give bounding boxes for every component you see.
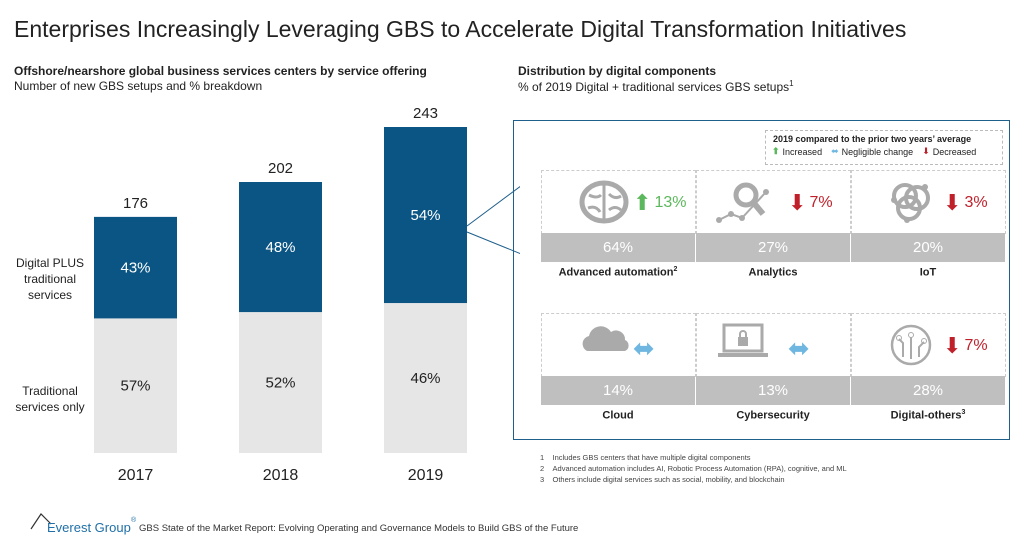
right-subtitle: Distribution by digital components	[518, 64, 716, 78]
legend-increased: Increased	[782, 146, 823, 157]
component-change: ⬇ 7%	[943, 333, 988, 359]
connector-line	[466, 185, 520, 227]
cloud-icon	[579, 323, 633, 358]
double-arrow-icon: ⬌	[831, 146, 839, 156]
legend-negligible: Negligible change	[841, 146, 914, 157]
component-name: Analytics	[748, 266, 798, 279]
component-name: Advanced automation	[558, 266, 674, 279]
legend: 2019 compared to the prior two years’ av…	[765, 130, 1003, 165]
component-name: Cloud	[602, 409, 634, 422]
component-label: Cloud	[541, 409, 695, 422]
left-subtitle: Offshore/nearshore global business servi…	[14, 64, 427, 78]
component-share: 27%	[696, 233, 850, 262]
bar-total-label: 202	[268, 160, 293, 177]
footnote-text: Others include digital services such as …	[552, 475, 785, 484]
footnote-ref: 2	[673, 266, 678, 273]
bar-label-traditional: 52%	[265, 375, 295, 392]
arrow-down-icon: ⬇	[943, 190, 962, 215]
network-icon	[889, 180, 933, 229]
bar-label-digital: 43%	[120, 260, 150, 277]
component-share: 13%	[696, 376, 850, 405]
footnote-1: 1 Includes GBS centers that have multipl…	[540, 453, 751, 462]
circuit-icon	[889, 323, 933, 372]
footer-source: GBS State of the Market Report: Evolving…	[139, 523, 579, 534]
bar-digital	[94, 216, 177, 319]
bar-label-traditional: 57%	[120, 378, 150, 395]
component-share: 20%	[851, 233, 1005, 262]
component-share: 28%	[851, 376, 1005, 405]
bar-label-digital: 48%	[265, 239, 295, 256]
bar-traditional	[239, 312, 322, 453]
bar-total-label: 176	[123, 195, 148, 212]
bar-total-label: 243	[413, 105, 438, 122]
component-label: Advanced automation2	[541, 266, 695, 279]
legend-title: 2019 compared to the prior two years’ av…	[773, 134, 972, 144]
change-value: 7%	[964, 337, 988, 354]
bar-digital	[239, 182, 322, 313]
x-tick-label: 2017	[118, 467, 154, 484]
component-share: 64%	[541, 233, 695, 262]
series-label-traditional: Traditional services only	[15, 384, 85, 414]
laptop-lock-icon	[716, 323, 770, 364]
component-label: Digital-others3	[851, 409, 1005, 422]
change-value: 7%	[809, 194, 833, 211]
stacked-bar-chart: 57% 43% 176 2017 52% 48% 202 2018 46% 54% 243 2019	[94, 105, 520, 484]
series-label-digital: Digital PLUS traditional services	[15, 256, 85, 302]
everest-logo-icon	[30, 513, 52, 530]
component-label: Analytics	[696, 266, 850, 279]
footnote-text: Includes GBS centers that have multiple …	[552, 453, 751, 462]
legend-decreased: Decreased	[932, 146, 977, 157]
component-name: Digital-others	[890, 409, 962, 422]
component-change: ⬆ 13%	[633, 190, 686, 216]
component-change: ⬌	[633, 333, 658, 364]
arrow-down-icon: ⬇	[943, 333, 962, 358]
magnifier-chart-icon	[716, 180, 776, 231]
component-change: ⬇ 3%	[943, 190, 988, 216]
change-value: 13%	[654, 194, 687, 211]
everest-logo: Everest Group	[47, 520, 131, 535]
component-change: ⬇ 7%	[788, 190, 833, 216]
double-arrow-icon: ⬌	[633, 333, 655, 363]
arrow-down-icon: ⬇	[922, 146, 930, 156]
x-tick-label: 2018	[263, 467, 299, 484]
left-subtitle-detail: Number of new GBS setups and % breakdown	[14, 79, 263, 93]
x-tick-label: 2019	[408, 467, 444, 484]
right-subtitle-text: % of 2019 Digital + traditional services…	[518, 80, 790, 94]
footnote-ref: 1	[789, 79, 794, 88]
connector-line	[466, 231, 520, 255]
bar-label-traditional: 46%	[410, 370, 440, 387]
footnotes: 1 Includes GBS centers that have multipl…	[540, 452, 847, 485]
page-title: Enterprises Increasingly Leveraging GBS …	[14, 16, 907, 42]
brain-icon	[579, 180, 629, 229]
component-share: 14%	[541, 376, 695, 405]
bar-traditional	[94, 318, 177, 453]
arrow-up-icon: ⬆	[633, 190, 652, 215]
component-change: ⬌	[788, 333, 813, 364]
arrow-down-icon: ⬇	[788, 190, 807, 215]
bar-digital	[384, 127, 467, 304]
bar-label-digital: 54%	[410, 207, 440, 224]
footnote-ref: 3	[961, 409, 966, 416]
change-value: 3%	[964, 194, 988, 211]
footnote-3: 3 Others include digital services such a…	[540, 475, 785, 484]
footnote-2: 2 Advanced automation includes AI, Robot…	[540, 464, 847, 473]
arrow-up-icon: ⬆	[772, 146, 780, 156]
right-subtitle-detail: % of 2019 Digital + traditional services…	[518, 79, 794, 94]
component-name: Cybersecurity	[736, 409, 810, 422]
bar-traditional	[384, 303, 467, 453]
component-label: IoT	[851, 266, 1005, 279]
component-label: Cybersecurity	[696, 409, 850, 422]
footnote-text: Advanced automation includes AI, Robotic…	[552, 464, 847, 473]
digital-components-panel	[513, 120, 1010, 440]
double-arrow-icon: ⬌	[788, 333, 810, 363]
component-name: IoT	[919, 266, 937, 279]
